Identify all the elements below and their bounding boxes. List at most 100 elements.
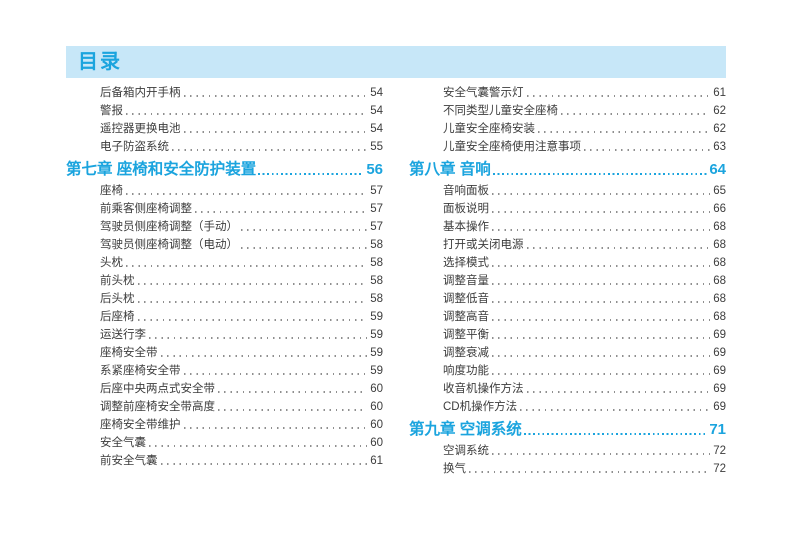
toc-entry-label: 驾驶员侧座椅调整（手动） — [100, 221, 238, 233]
toc-page-content: 目录 后备箱内开手柄 54 警报 54 遥控器更换电池 54 电子防盗系统 55 第七章 座椅和… — [66, 46, 726, 478]
dotted-leader — [526, 95, 711, 97]
toc-entry-page-number: 68 — [713, 221, 726, 233]
toc-entry-label: 面板说明 — [443, 203, 489, 215]
toc-entry-row[interactable]: 调整前座椅安全带高度 60 — [66, 398, 383, 416]
toc-entry-label: 系紧座椅安全带 — [100, 365, 181, 377]
toc-entry-page-number: 72 — [713, 445, 726, 457]
toc-entry-label: 运送行李 — [100, 329, 146, 341]
toc-entry-row[interactable]: 调整高音 68 — [409, 308, 726, 326]
dotted-leader — [492, 193, 711, 195]
dotted-leader — [183, 427, 368, 429]
dotted-leader — [137, 301, 368, 303]
toc-entry-row[interactable]: 座椅 57 — [66, 182, 383, 200]
toc-entry-page-number: 55 — [370, 141, 383, 153]
toc-entry-row[interactable]: 后座中央两点式安全带 60 — [66, 380, 383, 398]
toc-entry-row[interactable]: 基本操作 68 — [409, 218, 726, 236]
toc-entry-row[interactable]: 选择模式 68 — [409, 254, 726, 272]
toc-entry-label: 警报 — [100, 105, 123, 117]
toc-entry-label: 调整高音 — [443, 311, 489, 323]
toc-entry-page-number: 69 — [713, 329, 726, 341]
toc-entry-page-number: 59 — [370, 329, 383, 341]
toc-column-right: 安全气囊警示灯 61 不同类型儿童安全座椅 62 儿童安全座椅安装 62 儿童安全座椅使用注… — [409, 84, 726, 478]
toc-entry-page-number: 61 — [370, 455, 383, 467]
toc-entry-row[interactable]: CD机操作方法 69 — [409, 398, 726, 416]
toc-entry-row[interactable]: 电子防盗系统 55 — [66, 138, 383, 156]
toc-entry-row[interactable]: 警报 54 — [66, 102, 383, 120]
toc-chapter-label: 第九章 空调系统 — [409, 421, 522, 438]
toc-entry-label: 儿童安全座椅使用注意事项 — [443, 141, 581, 153]
toc-entry-row[interactable]: 面板说明 66 — [409, 200, 726, 218]
toc-entry-row[interactable]: 座椅安全带维护 60 — [66, 416, 383, 434]
dotted-leader — [492, 283, 711, 285]
toc-entry-row[interactable]: 音响面板 65 — [409, 182, 726, 200]
dotted-leader — [183, 95, 368, 97]
toc-entry-page-number: 68 — [713, 239, 726, 251]
toc-entry-page-number: 59 — [370, 347, 383, 359]
toc-entry-row[interactable]: 遥控器更换电池 54 — [66, 120, 383, 138]
toc-entry-row[interactable]: 调整低音 68 — [409, 290, 726, 308]
toc-chapter-row[interactable]: 第九章 空调系统 71 — [409, 420, 726, 440]
toc-entry-label: 电子防盗系统 — [100, 141, 169, 153]
toc-entry-row[interactable]: 调整音量 68 — [409, 272, 726, 290]
toc-entry-label: 儿童安全座椅安装 — [443, 123, 535, 135]
toc-entry-row[interactable]: 后座椅 59 — [66, 308, 383, 326]
toc-entry-label: 驾驶员侧座椅调整（电动） — [100, 239, 238, 251]
toc-entry-row[interactable]: 后备箱内开手柄 54 — [66, 84, 383, 102]
toc-entry-row[interactable]: 换气 72 — [409, 460, 726, 478]
toc-entry-row[interactable]: 调整衰减 69 — [409, 344, 726, 362]
toc-entry-row[interactable]: 儿童安全座椅安装 62 — [409, 120, 726, 138]
dotted-leader — [160, 355, 368, 357]
toc-entry-row[interactable]: 运送行李 59 — [66, 326, 383, 344]
toc-entry-page-number: 58 — [370, 239, 383, 251]
toc-chapter-label: 第七章 座椅和安全防护装置 — [66, 161, 257, 178]
toc-entry-label: 不同类型儿童安全座椅 — [443, 105, 558, 117]
toc-chapter-row[interactable]: 第七章 座椅和安全防护装置 56 — [66, 160, 383, 180]
toc-entry-row[interactable]: 前安全气囊 61 — [66, 452, 383, 470]
toc-entry-row[interactable]: 头枕 58 — [66, 254, 383, 272]
toc-entry-row[interactable]: 空调系统 72 — [409, 442, 726, 460]
toc-entry-label: 座椅安全带维护 — [100, 419, 181, 431]
dotted-leader — [492, 453, 711, 455]
toc-entry-row[interactable]: 系紧座椅安全带 59 — [66, 362, 383, 380]
toc-entry-label: 音响面板 — [443, 185, 489, 197]
toc-entry-row[interactable]: 响度功能 69 — [409, 362, 726, 380]
toc-entry-page-number: 69 — [713, 383, 726, 395]
toc-entry-label: 响度功能 — [443, 365, 489, 377]
toc-entry-label: 选择模式 — [443, 257, 489, 269]
dotted-leader — [137, 283, 368, 285]
toc-entry-row[interactable]: 驾驶员侧座椅调整（电动） 58 — [66, 236, 383, 254]
toc-entry-page-number: 62 — [713, 105, 726, 117]
toc-entry-row[interactable]: 安全气囊警示灯 61 — [409, 84, 726, 102]
toc-entry-row[interactable]: 驾驶员侧座椅调整（手动） 57 — [66, 218, 383, 236]
dotted-leader — [526, 247, 711, 249]
toc-entry-label: 后头枕 — [100, 293, 135, 305]
toc-entry-row[interactable]: 后头枕 58 — [66, 290, 383, 308]
toc-entry-row[interactable]: 打开或关闭电源 68 — [409, 236, 726, 254]
toc-entry-label: CD机操作方法 — [443, 401, 518, 413]
dotted-leader — [241, 229, 368, 231]
toc-entry-row[interactable]: 座椅安全带 59 — [66, 344, 383, 362]
dotted-leader — [126, 265, 368, 267]
dotted-leader — [492, 229, 711, 231]
toc-entry-row[interactable]: 安全气囊 60 — [66, 434, 383, 452]
toc-entry-row[interactable]: 前头枕 58 — [66, 272, 383, 290]
toc-entry-row[interactable]: 儿童安全座椅使用注意事项 63 — [409, 138, 726, 156]
dotted-leader — [126, 113, 368, 115]
toc-entry-page-number: 68 — [713, 257, 726, 269]
toc-entry-page-number: 60 — [370, 383, 383, 395]
toc-entry-row[interactable]: 收音机操作方法 69 — [409, 380, 726, 398]
toc-entry-label: 调整衰减 — [443, 347, 489, 359]
dotted-leader — [149, 337, 368, 339]
dotted-leader — [492, 265, 711, 267]
toc-header-band: 目录 — [66, 46, 726, 78]
dotted-leader — [523, 432, 708, 435]
toc-chapter-row[interactable]: 第八章 音响 64 — [409, 160, 726, 180]
toc-chapter-page-number: 64 — [709, 161, 726, 178]
toc-entry-row[interactable]: 不同类型儿童安全座椅 62 — [409, 102, 726, 120]
toc-chapter-page-number: 71 — [709, 421, 726, 438]
toc-entry-label: 前安全气囊 — [100, 455, 158, 467]
toc-entry-row[interactable]: 调整平衡 69 — [409, 326, 726, 344]
toc-entry-row[interactable]: 前乘客侧座椅调整 57 — [66, 200, 383, 218]
toc-entry-page-number: 68 — [713, 275, 726, 287]
